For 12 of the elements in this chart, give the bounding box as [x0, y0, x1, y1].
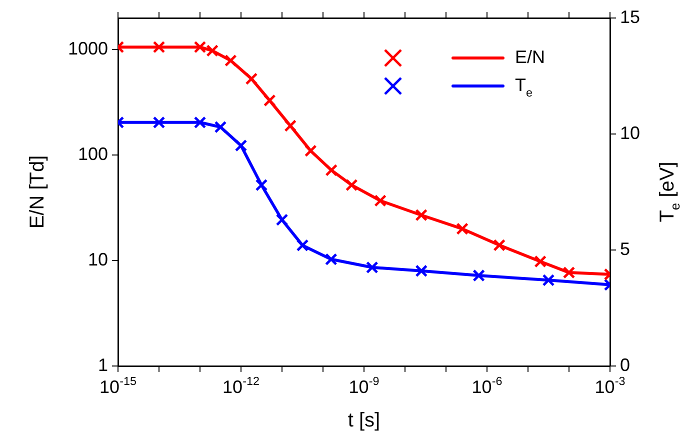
y-tick-label: 100 — [78, 144, 108, 164]
y2-tick-label: 15 — [620, 6, 640, 27]
legend-label: E/N — [515, 46, 546, 67]
y-tick-label: 1 — [98, 354, 108, 375]
y2-tick-label: 5 — [620, 238, 630, 259]
y2-axis-title: Te [eV] — [656, 162, 683, 222]
y2-tick-label: 0 — [620, 354, 630, 375]
y-tick-label: 10 — [88, 250, 108, 270]
x-axis-title: t [s] — [348, 410, 380, 432]
y-axis-title: E/N [Td] — [26, 155, 49, 229]
y-tick-label: 1000 — [68, 38, 108, 59]
y2-tick-label: 10 — [620, 122, 640, 143]
